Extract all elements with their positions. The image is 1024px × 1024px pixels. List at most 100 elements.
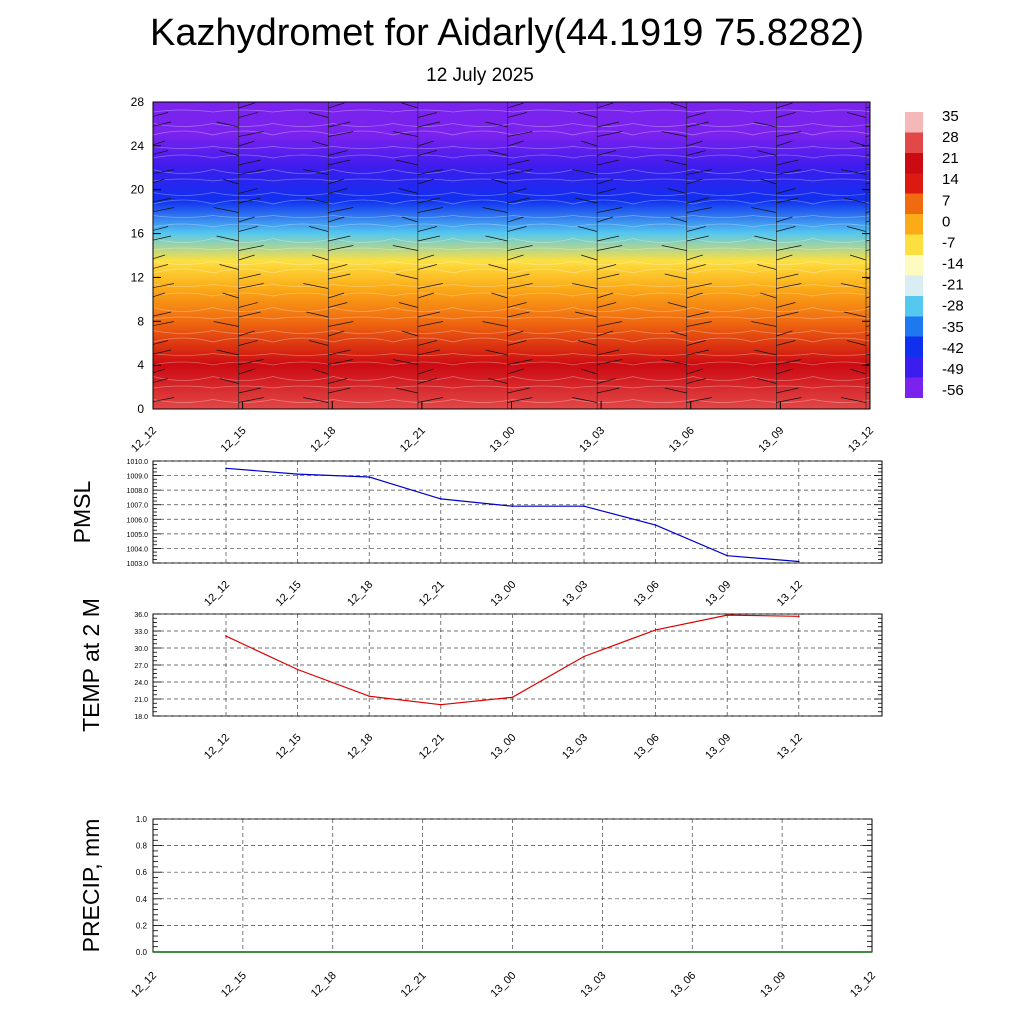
wind-barb [507,102,524,109]
y-tick-label: 12 [131,270,145,284]
colorbar-label: 0 [942,213,950,230]
wind-barb [865,268,870,270]
x-tick-label: 12_21 [398,425,428,455]
wind-barb [578,226,598,232]
wind-barb [776,112,796,118]
x-tick-label: 13_00 [488,425,518,455]
heatmap-field [153,102,870,409]
contour-line [153,376,870,381]
wind-barb [507,254,524,261]
chart-subtitle: 12 July 2025 [426,65,534,86]
y-tick-label: 1008.0 [127,488,149,495]
wind-barb [488,378,508,384]
wind-barb [417,264,437,270]
wind-barb [776,273,799,280]
x-tick-label: 13_09 [756,425,786,455]
wind-barb [153,140,166,146]
wind-barb [153,368,166,374]
wind-barb [328,330,345,337]
wind-barb [776,254,793,261]
wind-barb [776,102,793,109]
wind-barb [686,121,709,128]
wind-barb [507,359,533,365]
wind-barb [507,159,530,166]
contour-line [153,330,870,334]
wind-barb [238,359,264,365]
wind-barb [153,254,166,260]
wind-barb [133,331,149,336]
wind-barb [597,359,623,365]
wind-barb [153,264,169,269]
wind-barb [843,311,867,318]
wind-barb [686,112,706,118]
wind-barb [328,121,351,128]
wind-barb [401,330,418,337]
wind-barb [754,235,777,242]
wind-barb [572,169,598,175]
x-tick-label: 12_18 [345,579,375,609]
wind-barb [865,220,870,223]
wind-barb [309,226,329,232]
wind-barb [597,273,620,280]
wind-barb [664,387,687,394]
wind-barb [776,359,802,365]
data-point [511,696,514,699]
wind-barb [840,397,867,403]
y-tick-label: 21.0 [134,697,148,704]
wind-barb [153,349,172,355]
wind-barb [328,159,351,166]
x-tick-label: 13_06 [667,425,697,455]
contour-line [153,223,870,228]
y-tick-label: 36.0 [134,612,148,619]
wind-barb [417,178,434,185]
wind-barb [760,178,777,185]
wind-barb [328,245,354,251]
wind-barb [306,197,329,204]
y-tick-label: 1006.0 [127,517,149,524]
wind-barb [507,112,527,118]
contour-line [153,284,870,287]
contour-line [153,337,870,343]
wind-barb [575,311,598,318]
y-tick-label: 0.0 [136,948,148,957]
wind-barb [328,178,345,185]
y-tick-label: 1003.0 [127,561,149,568]
wind-barb [238,159,261,166]
wind-barb [597,178,614,185]
wind-barb [507,216,524,223]
y-tick-label: 27.0 [134,663,148,670]
wind-barb [238,245,264,251]
wind-barb [865,382,870,384]
x-tick-label: 13_09 [703,579,733,609]
wind-barb [865,334,870,337]
data-point [726,614,728,616]
wind-barb [670,216,687,223]
y-tick-label: 1010.0 [127,459,149,466]
contour-line [153,123,870,127]
wind-barb [153,235,172,241]
contour-line [153,146,870,149]
wind-barb [581,140,598,147]
contour-line [153,385,870,389]
wind-barb [507,273,530,280]
wind-barb [776,131,802,137]
colorbar-label: -35 [942,319,964,336]
data-point [583,655,585,658]
y-tick-label: 0.6 [136,868,148,877]
wind-barb [417,254,434,261]
wind-barb [686,368,703,375]
contour-line [153,238,870,243]
y-tick-label: 8 [137,314,144,328]
y-tick-label: 0.8 [136,842,148,851]
wind-barb [392,131,418,137]
wind-barb [754,349,777,356]
wind-barb [865,306,870,308]
wind-barb [328,216,345,223]
wind-barb [306,311,329,318]
y-tick-label: 20 [131,183,145,197]
wind-barb [776,169,802,175]
wind-barbs [133,102,870,409]
wind-barb [597,321,623,327]
wind-barb [238,216,255,223]
wind-barb [216,349,239,356]
